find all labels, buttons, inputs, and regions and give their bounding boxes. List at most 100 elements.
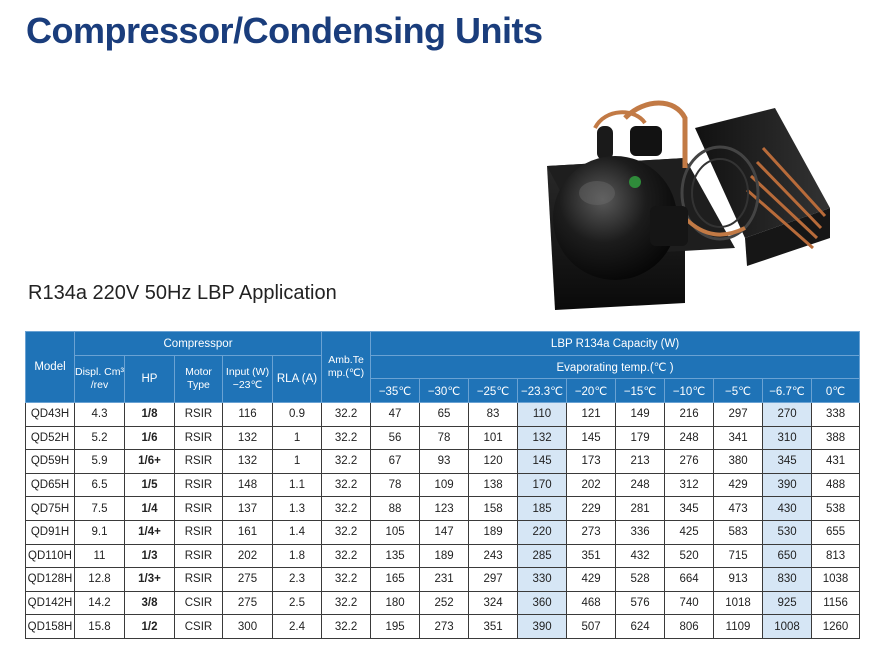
cell-capacity: 390: [762, 472, 813, 498]
table-row: QD52H 5.2 1/6 RSIR 132 1 32.2 56 78 101 132 145 179 2…: [25, 425, 861, 451]
cell-capacity: 135: [370, 543, 421, 569]
cell-capacity: 145: [517, 449, 568, 474]
header-rla: RLA (A): [271, 355, 323, 403]
cell-input: 116: [222, 402, 273, 427]
condensing-unit-photo: [547, 100, 830, 310]
cell-input: 202: [222, 543, 273, 569]
cell-capacity: 351: [468, 614, 519, 639]
cell-hp: 1/4: [124, 496, 175, 521]
cell-capacity: 78: [370, 472, 421, 498]
header-evap-group: Evaporating temp.(℃ ): [370, 355, 861, 379]
cell-motor-type: RSIR: [174, 567, 223, 592]
cell-capacity: 248: [664, 425, 715, 451]
cell-capacity: 312: [664, 472, 715, 498]
header-temp-7: −5℃: [713, 378, 764, 403]
cell-displacement: 7.5: [74, 496, 125, 521]
cell-model: QD158H: [25, 614, 75, 639]
cell-capacity: 432: [615, 543, 666, 569]
cell-capacity: 390: [517, 614, 568, 639]
cell-capacity: 67: [370, 449, 421, 474]
header-temp-6: −10℃: [664, 378, 715, 403]
cell-capacity: 213: [615, 449, 666, 474]
cell-capacity: 330: [517, 567, 568, 592]
cell-amb-temp: 32.2: [321, 614, 372, 639]
cell-capacity: 1038: [811, 567, 861, 592]
cell-motor-type: RSIR: [174, 449, 223, 474]
cell-hp: 3/8: [124, 590, 175, 616]
cell-capacity: 576: [615, 590, 666, 616]
cell-capacity: 425: [664, 519, 715, 545]
cell-hp: 1/8: [124, 402, 175, 427]
specification-table: Model Compresspor Amb.Te mp.(℃) LBP R134…: [25, 331, 861, 639]
cell-input: 161: [222, 519, 273, 545]
cell-capacity: 430: [762, 496, 813, 521]
cell-input: 132: [222, 449, 273, 474]
cell-capacity: 56: [370, 425, 421, 451]
cell-capacity: 297: [468, 567, 519, 592]
cell-capacity: 110: [517, 402, 568, 427]
cell-input: 275: [222, 567, 273, 592]
cell-displacement: 15.8: [74, 614, 125, 639]
cell-displacement: 4.3: [74, 402, 125, 427]
cell-rla: 1.3: [271, 496, 323, 521]
cell-capacity: 473: [713, 496, 764, 521]
cell-capacity: 105: [370, 519, 421, 545]
cell-capacity: 297: [713, 402, 764, 427]
cell-input: 148: [222, 472, 273, 498]
cell-model: QD110H: [25, 543, 75, 569]
cell-capacity: 231: [419, 567, 470, 592]
cell-capacity: 351: [566, 543, 617, 569]
cell-capacity: 360: [517, 590, 568, 616]
cell-capacity: 1008: [762, 614, 813, 639]
header-hp: HP: [124, 355, 175, 403]
header-temp-2: −25℃: [468, 378, 519, 403]
cell-motor-type: RSIR: [174, 496, 223, 521]
cell-capacity: 158: [468, 496, 519, 521]
header-temp-4: −20℃: [566, 378, 617, 403]
table-body: QD43H 4.3 1/8 RSIR 116 0.9 32.2 47 65 83 110 121 149…: [25, 402, 861, 639]
cell-model: QD52H: [25, 425, 75, 451]
cell-capacity: 216: [664, 402, 715, 427]
cell-capacity: 132: [517, 425, 568, 451]
cell-model: QD43H: [25, 402, 75, 427]
cell-capacity: 830: [762, 567, 813, 592]
cell-capacity: 121: [566, 402, 617, 427]
cell-capacity: 664: [664, 567, 715, 592]
cell-input: 275: [222, 590, 273, 616]
cell-model: QD128H: [25, 567, 75, 592]
cell-hp: 1/6: [124, 425, 175, 451]
cell-rla: 1: [271, 425, 323, 451]
header-temp-8: −6.7℃: [762, 378, 813, 403]
cell-capacity: 655: [811, 519, 861, 545]
cell-capacity: 189: [419, 543, 470, 569]
application-subtitle: R134a 220V 50Hz LBP Application: [28, 282, 337, 304]
cell-hp: 1/6+: [124, 449, 175, 474]
cell-capacity: 189: [468, 519, 519, 545]
cell-rla: 1.8: [271, 543, 323, 569]
cell-capacity: 273: [419, 614, 470, 639]
cell-rla: 2.3: [271, 567, 323, 592]
cell-capacity: 273: [566, 519, 617, 545]
cell-capacity: 345: [664, 496, 715, 521]
cell-capacity: 429: [566, 567, 617, 592]
cell-capacity: 310: [762, 425, 813, 451]
cell-capacity: 913: [713, 567, 764, 592]
cell-hp: 1/3+: [124, 567, 175, 592]
table-row: QD43H 4.3 1/8 RSIR 116 0.9 32.2 47 65 83 110 121 149…: [25, 402, 861, 427]
cell-capacity: 229: [566, 496, 617, 521]
cell-amb-temp: 32.2: [321, 519, 372, 545]
cell-model: QD91H: [25, 519, 75, 545]
cell-amb-temp: 32.2: [321, 543, 372, 569]
header-temp-0: −35℃: [370, 378, 421, 403]
table-row: QD91H 9.1 1/4+ RSIR 161 1.4 32.2 105 147 189 220 27…: [25, 519, 861, 545]
cell-input: 137: [222, 496, 273, 521]
cell-motor-type: RSIR: [174, 472, 223, 498]
cell-capacity: 138: [468, 472, 519, 498]
cell-displacement: 6.5: [74, 472, 125, 498]
cell-capacity: 170: [517, 472, 568, 498]
header-displacement: Displ. Cm³ /rev: [74, 355, 125, 403]
cell-capacity: 270: [762, 402, 813, 427]
table-row: QD142H 14.2 3/8 CSIR 275 2.5 32.2 180 252 324 360 4…: [25, 590, 861, 616]
cell-capacity: 276: [664, 449, 715, 474]
cell-capacity: 83: [468, 402, 519, 427]
